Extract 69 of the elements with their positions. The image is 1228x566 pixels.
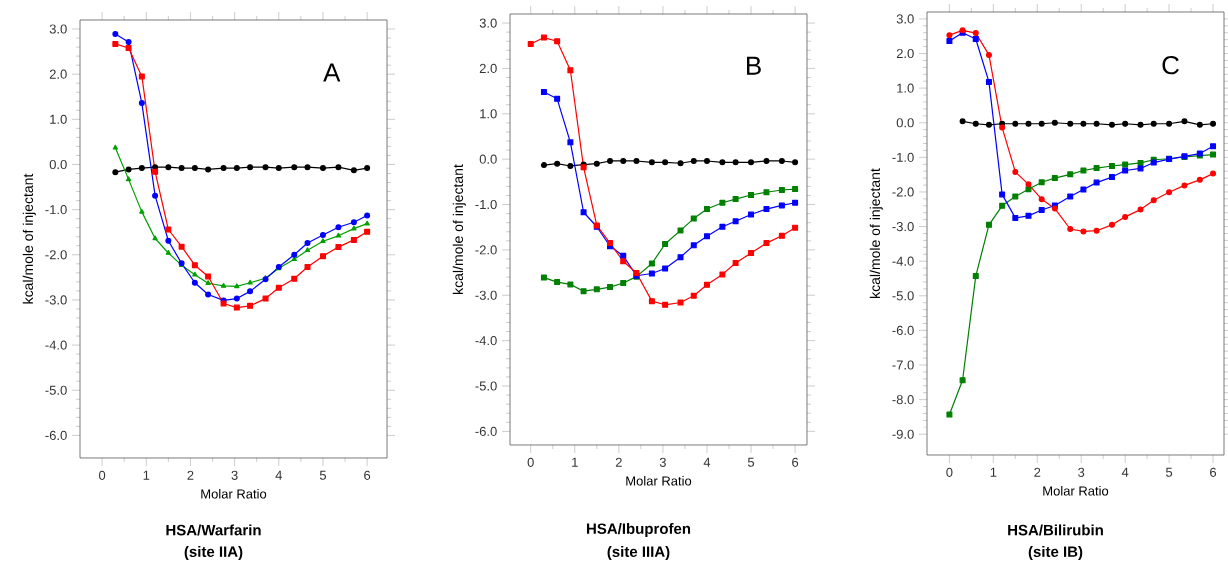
text: (site IIA) bbox=[184, 546, 243, 560]
x-tick-label: 4 bbox=[1121, 467, 1129, 477]
y-tick-label: 3.0 bbox=[896, 14, 914, 24]
annotation: A bbox=[323, 63, 341, 82]
x-axis-title: Molar Ratio bbox=[1043, 486, 1109, 496]
y-tick-label: 2.0 bbox=[49, 69, 67, 79]
y-tick-label: -6.0 bbox=[475, 426, 497, 436]
y-tick-label: -6.0 bbox=[45, 430, 67, 440]
y-tick-label: -2.0 bbox=[892, 187, 914, 197]
x-tick-label: 1 bbox=[990, 467, 997, 477]
y-tick-label: 2.0 bbox=[479, 63, 497, 74]
y-tick-label: -1.0 bbox=[892, 152, 914, 162]
y-tick-label: 0.0 bbox=[49, 159, 67, 170]
x-tick-label: 5 bbox=[319, 470, 327, 480]
text: (site IB) bbox=[1028, 546, 1083, 560]
y-tick-label: 2.0 bbox=[896, 48, 914, 59]
y-tick-label: -1.0 bbox=[45, 205, 67, 215]
x-tick-label: 5 bbox=[747, 457, 755, 467]
y-tick-label: 0.0 bbox=[896, 118, 914, 128]
y-tick-label: 1.0 bbox=[480, 109, 497, 119]
x-tick-label: 0 bbox=[946, 467, 953, 477]
y-tick-label: -3.0 bbox=[45, 295, 67, 305]
y-tick-label: -8.0 bbox=[892, 395, 914, 405]
x-tick-label: 3 bbox=[659, 457, 666, 467]
y-tick-label: 1.0 bbox=[897, 83, 914, 93]
x-tick-label: 2 bbox=[1034, 467, 1041, 477]
y-tick-label: -9.0 bbox=[892, 429, 914, 439]
y-tick-label: -2.0 bbox=[475, 245, 497, 255]
y-tick-label: -6.0 bbox=[892, 325, 914, 335]
y-tick-label: -5.0 bbox=[892, 291, 914, 301]
x-tick-label: 4 bbox=[275, 470, 283, 480]
y-axis-title: kcal/mole of injectant bbox=[869, 168, 883, 298]
y-tick-label: -3.0 bbox=[892, 221, 914, 232]
y-tick-label: 3.0 bbox=[479, 18, 497, 28]
text: HSA/Ibuprofen bbox=[587, 523, 691, 537]
x-tick-label: 5 bbox=[1166, 467, 1173, 477]
x-tick-label: 3 bbox=[1078, 467, 1085, 477]
x-tick-label: 0 bbox=[98, 470, 106, 480]
y-tick-label: -1.0 bbox=[475, 199, 497, 210]
y-tick-label: 1.0 bbox=[50, 114, 67, 124]
text: HSA/Warfarin bbox=[166, 524, 261, 536]
y-tick-label: -5.0 bbox=[45, 385, 67, 395]
y-tick-label: -2.0 bbox=[45, 250, 67, 260]
y-tick-label: -3.0 bbox=[475, 290, 497, 300]
x-tick-label: 6 bbox=[792, 457, 799, 467]
annotation: C bbox=[1162, 55, 1179, 75]
x-tick-label: 6 bbox=[1210, 467, 1217, 477]
x-axis-title: Molar Ratio bbox=[201, 488, 267, 499]
x-axis-title: Molar Ratio bbox=[626, 475, 692, 486]
text: HSA/Bilirubin bbox=[1008, 524, 1103, 536]
y-tick-label: -5.0 bbox=[475, 381, 497, 391]
x-tick-label: 4 bbox=[703, 457, 711, 467]
y-tick-label: 0.0 bbox=[479, 154, 497, 164]
x-tick-label: 2 bbox=[615, 457, 622, 467]
text: (site IIIA) bbox=[607, 546, 670, 560]
y-tick-label: 3.0 bbox=[49, 24, 67, 34]
x-tick-label: 6 bbox=[364, 470, 371, 480]
y-axis-title: kcal/mole of injectant bbox=[22, 173, 36, 304]
y-tick-label: -4.0 bbox=[45, 340, 67, 350]
x-tick-label: 3 bbox=[231, 470, 238, 480]
y-tick-label: -7.0 bbox=[892, 360, 914, 370]
x-tick-label: 1 bbox=[572, 457, 578, 467]
y-tick-label: -4.0 bbox=[475, 336, 497, 346]
x-tick-label: 0 bbox=[527, 457, 534, 467]
y-axis-title: kcal/mole of injectant bbox=[452, 164, 466, 294]
annotation: B bbox=[747, 56, 761, 75]
x-tick-label: 2 bbox=[187, 470, 194, 480]
y-tick-label: -4.0 bbox=[892, 256, 914, 266]
x-tick-label: 1 bbox=[143, 470, 150, 480]
